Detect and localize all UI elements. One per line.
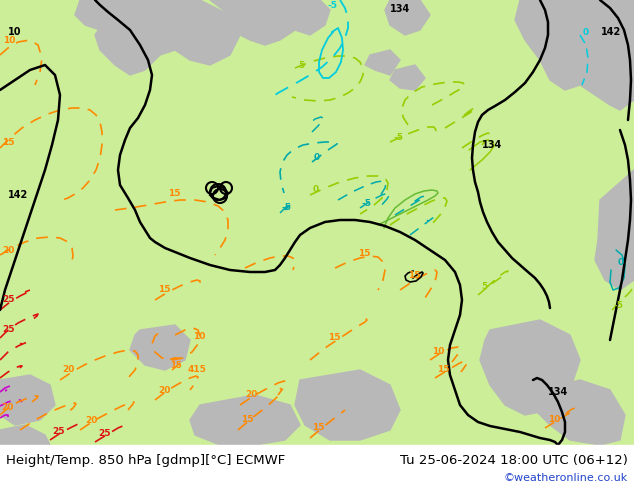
Text: 10: 10 — [432, 347, 444, 356]
Text: -5: -5 — [362, 199, 372, 208]
Polygon shape — [535, 380, 625, 445]
Text: 10: 10 — [193, 332, 205, 341]
Text: 15: 15 — [358, 249, 370, 258]
Text: Tu 25-06-2024 18:00 UTC (06+12): Tu 25-06-2024 18:00 UTC (06+12) — [400, 454, 628, 466]
Text: 0: 0 — [583, 28, 589, 37]
Text: 15: 15 — [170, 361, 182, 370]
Text: 0: 0 — [313, 185, 319, 194]
Polygon shape — [0, 375, 55, 425]
Text: 15: 15 — [168, 189, 181, 198]
Circle shape — [209, 183, 227, 201]
Text: 134: 134 — [548, 387, 568, 397]
Text: 15: 15 — [408, 271, 420, 280]
Text: 0: 0 — [618, 258, 624, 267]
Text: 15: 15 — [2, 138, 15, 147]
Text: 15: 15 — [312, 423, 325, 432]
Polygon shape — [390, 65, 425, 90]
Polygon shape — [365, 50, 400, 75]
Text: 10: 10 — [8, 27, 22, 37]
Text: 134: 134 — [482, 140, 502, 150]
Text: 0: 0 — [314, 153, 320, 162]
Text: -5: -5 — [614, 301, 624, 310]
Text: 415: 415 — [188, 365, 207, 374]
Text: 142: 142 — [8, 190, 29, 200]
Polygon shape — [190, 395, 300, 445]
Text: 10: 10 — [3, 36, 15, 45]
Text: 142: 142 — [601, 27, 621, 37]
Polygon shape — [295, 370, 400, 440]
Polygon shape — [480, 320, 580, 415]
Text: 20: 20 — [62, 365, 74, 374]
Text: 20: 20 — [2, 246, 15, 255]
Text: 15: 15 — [241, 415, 254, 424]
Text: 25: 25 — [52, 427, 65, 436]
Polygon shape — [595, 170, 634, 290]
Text: 5: 5 — [298, 61, 304, 70]
Polygon shape — [95, 0, 240, 75]
Polygon shape — [75, 0, 120, 30]
Text: 25: 25 — [2, 325, 15, 334]
Text: 15: 15 — [328, 333, 340, 342]
Text: -5: -5 — [282, 203, 292, 212]
Text: 20: 20 — [158, 386, 171, 395]
Text: Height/Temp. 850 hPa [gdmp][°C] ECMWF: Height/Temp. 850 hPa [gdmp][°C] ECMWF — [6, 454, 285, 466]
Polygon shape — [515, 0, 634, 110]
Text: 10: 10 — [548, 415, 560, 424]
Polygon shape — [0, 425, 50, 445]
Text: 15: 15 — [437, 365, 450, 374]
Text: 25: 25 — [2, 295, 15, 304]
Text: 134: 134 — [390, 4, 410, 14]
Text: 20: 20 — [85, 416, 98, 425]
Text: 5: 5 — [481, 282, 488, 291]
Text: 25: 25 — [98, 429, 110, 438]
Text: ©weatheronline.co.uk: ©weatheronline.co.uk — [504, 473, 628, 483]
Polygon shape — [210, 0, 330, 45]
Text: 15: 15 — [158, 285, 171, 294]
Polygon shape — [130, 325, 190, 370]
Text: -5: -5 — [328, 1, 338, 10]
Bar — [0, 445, 634, 490]
Text: -5: -5 — [393, 133, 403, 142]
Polygon shape — [385, 0, 430, 35]
Text: 20: 20 — [1, 403, 13, 412]
Text: 20: 20 — [245, 390, 257, 399]
